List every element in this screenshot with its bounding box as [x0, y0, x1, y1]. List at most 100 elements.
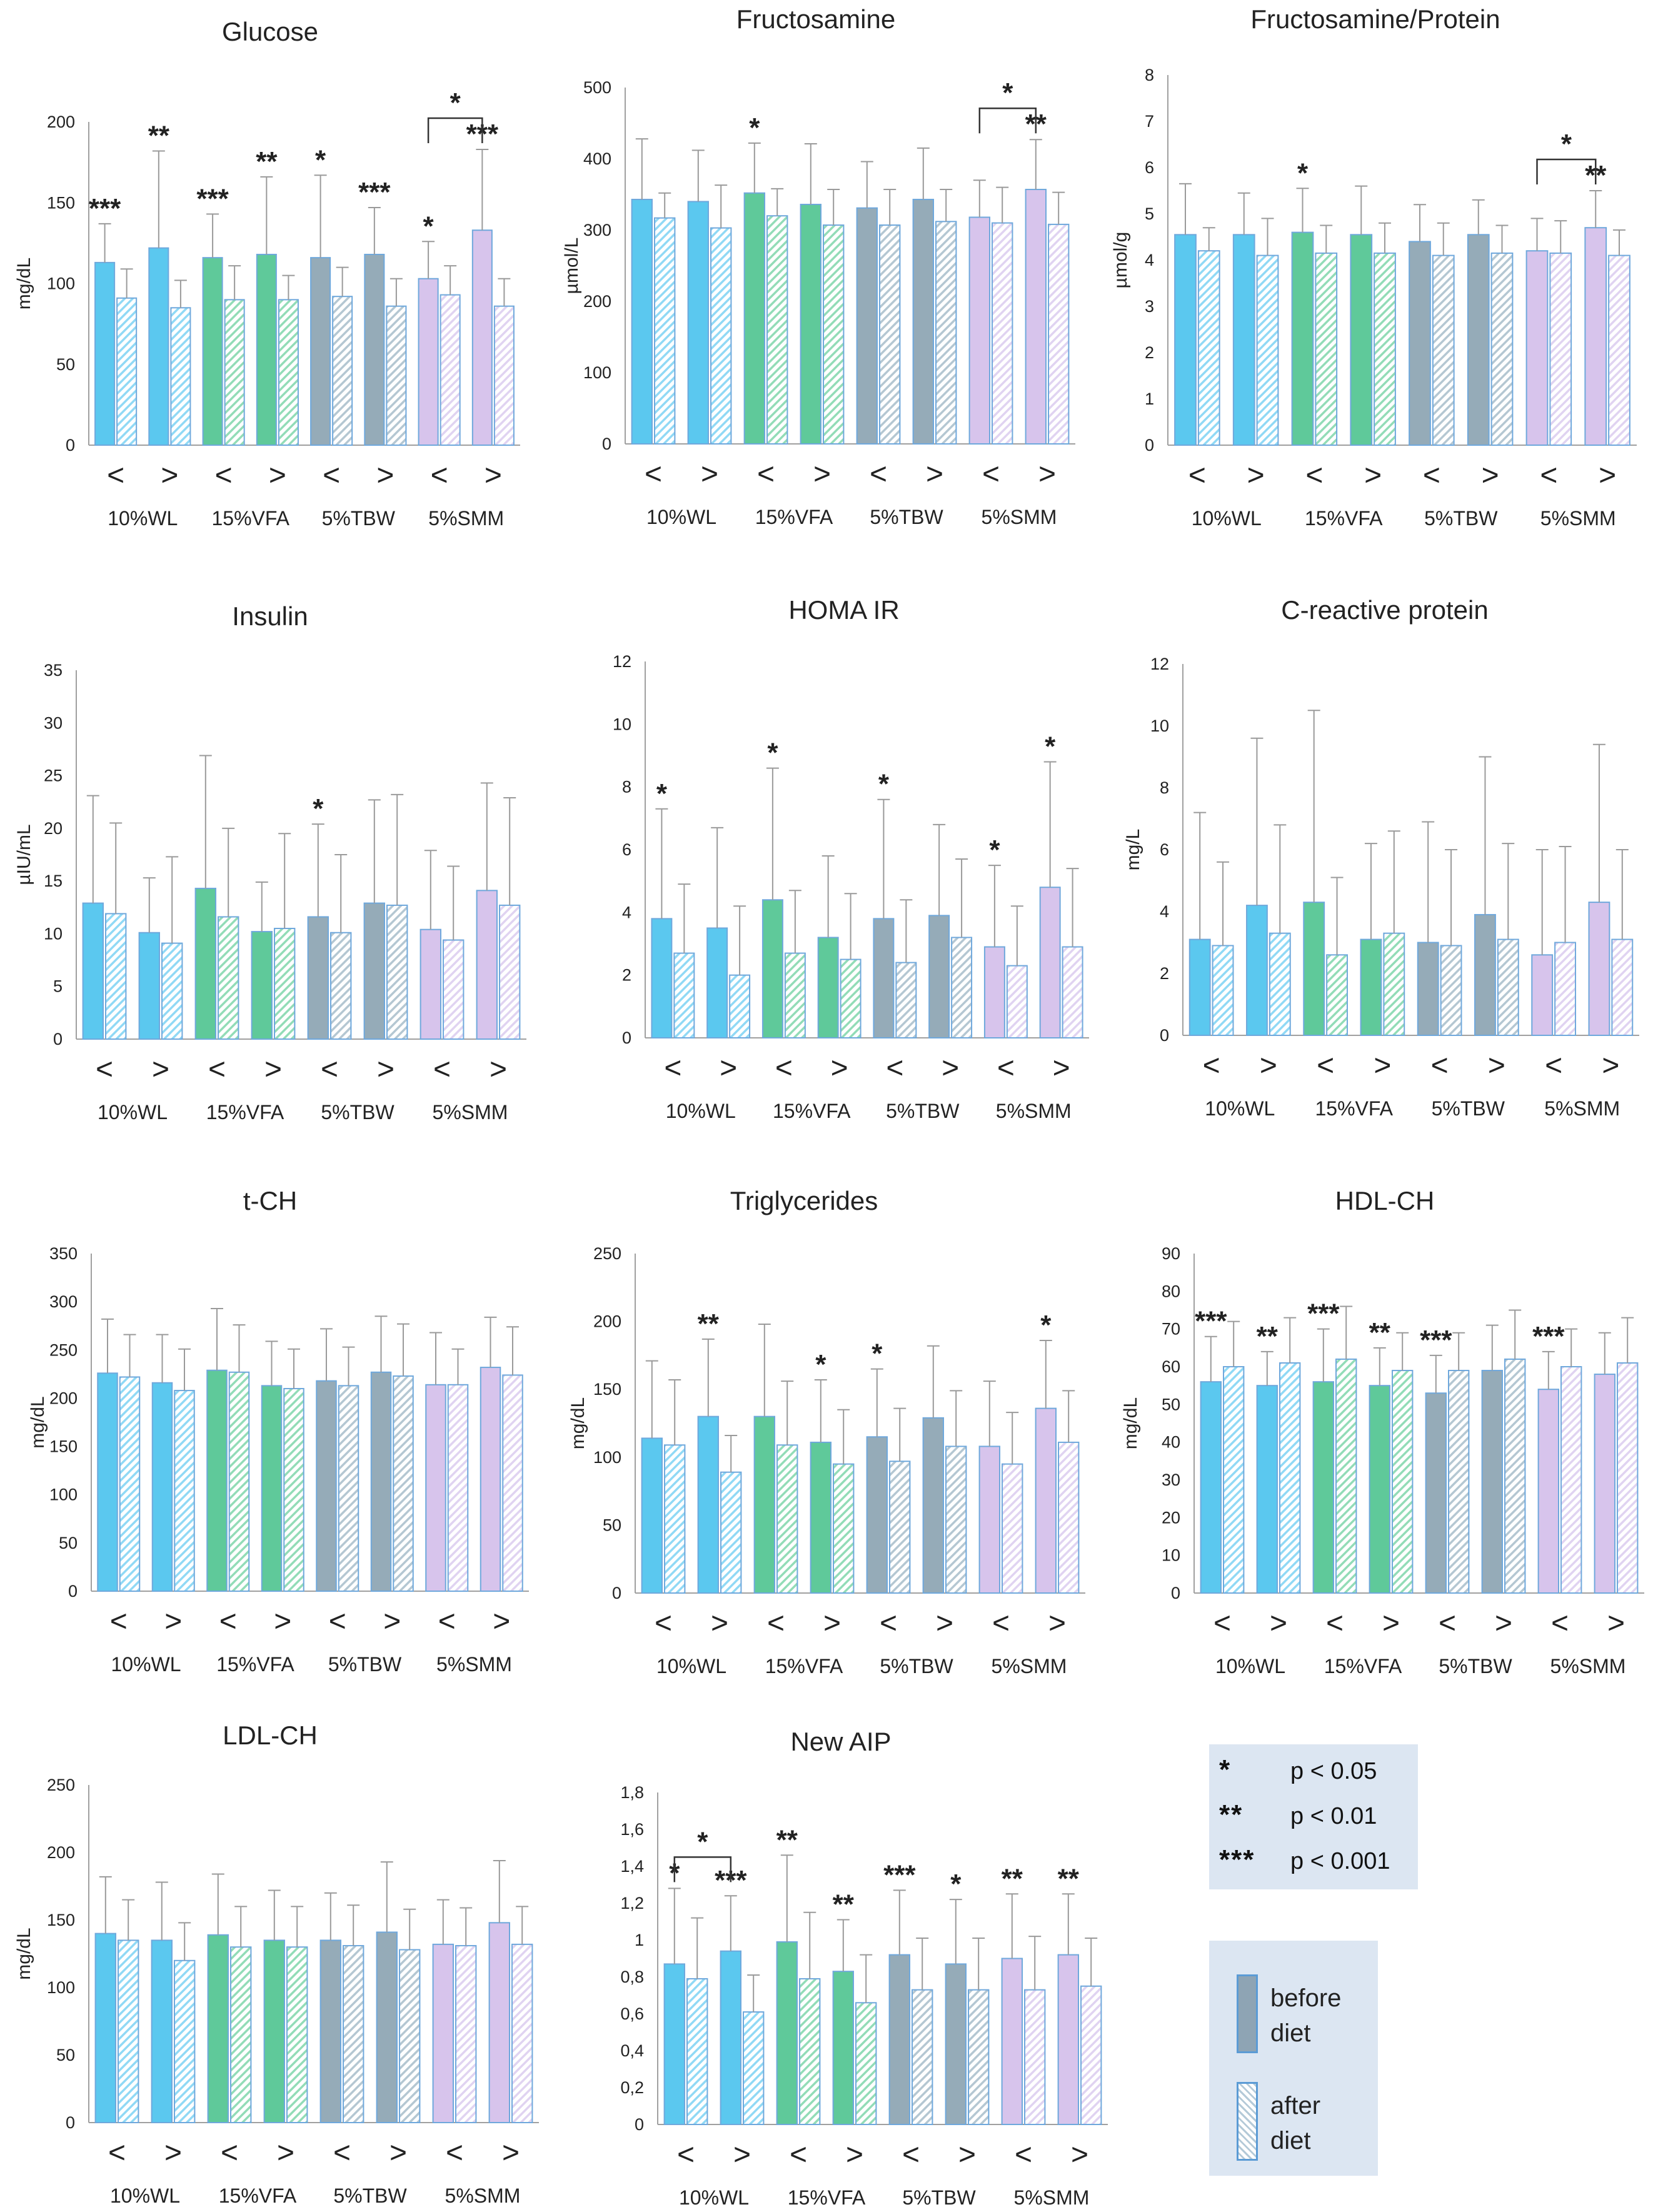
x-group-label: 10%WL: [679, 2186, 749, 2209]
diet-legend-before: before diet: [1209, 1974, 1378, 2074]
bar-after-diet: [895, 962, 917, 1038]
bar-after-diet: [673, 952, 695, 1039]
y-tick-label: 150: [49, 1437, 78, 1456]
significance-marker: *: [815, 1349, 826, 1380]
y-tick-label: 80: [1162, 1282, 1180, 1300]
bar-before-diet: [420, 928, 441, 1040]
bar-after-diet: [447, 1384, 469, 1592]
bar-after-diet: [119, 1376, 141, 1592]
x-subcategory-label: <: [982, 458, 1000, 491]
bar-after-diet: [1611, 938, 1634, 1037]
bracket-significance-marker: *: [1002, 78, 1013, 108]
bar-after-diet: [443, 939, 465, 1040]
significance-legend-row: * p < 0.05: [1209, 1752, 1418, 1796]
bar-before-diet: [832, 1971, 854, 2125]
x-subcategory-label: <: [321, 1053, 338, 1086]
bar-before-diet: [432, 1943, 454, 2123]
after-diet-swatch: [1237, 2082, 1258, 2161]
bar-before-diet: [1232, 234, 1255, 446]
y-tick-label: 70: [1162, 1320, 1180, 1339]
y-tick-label: 20: [44, 819, 63, 838]
bar-before-diet: [138, 932, 161, 1040]
y-tick-label: 200: [583, 292, 611, 311]
bar-before-diet: [256, 253, 277, 446]
x-subcategory-label: >: [164, 2136, 182, 2169]
bar-before-diet: [1256, 1385, 1278, 1594]
y-tick-label: 4: [622, 903, 631, 922]
x-subcategory-label: >: [277, 2136, 294, 2169]
x-subcategory-label: <: [329, 1605, 346, 1638]
x-group-label: 5%TBW: [322, 507, 396, 530]
significance-stars: **: [1219, 1799, 1244, 1830]
bar-after-diet: [1269, 932, 1291, 1037]
x-group-label: 10%WL: [666, 1100, 736, 1122]
y-tick-label: 1,6: [620, 1820, 644, 1839]
bracket-significance-marker: *: [450, 88, 461, 118]
bar-before-diet: [363, 902, 385, 1040]
x-subcategory-label: >: [1382, 1607, 1400, 1640]
x-subcategory-label: <: [107, 459, 124, 492]
chart-title: C-reactive protein: [1281, 595, 1488, 625]
x-subcategory-label: >: [1270, 1607, 1287, 1640]
y-tick-label: 60: [1162, 1357, 1180, 1376]
bar-after-diet: [1326, 954, 1348, 1037]
bar-after-diet: [1490, 252, 1514, 446]
x-subcategory-label: >: [1602, 1049, 1619, 1082]
x-subcategory-label: >: [1048, 1607, 1066, 1640]
bar-after-diet: [1335, 1358, 1357, 1594]
bar-before-diet: [202, 257, 223, 446]
bar-before-diet: [978, 1445, 1000, 1594]
bar-before-diet: [1531, 954, 1554, 1037]
x-group-label: 5%SMM: [1540, 507, 1616, 530]
y-tick-label: 2: [622, 966, 631, 985]
bar-after-diet: [174, 1959, 196, 2124]
y-tick-label: 7: [1145, 112, 1154, 131]
y-tick-label: 6: [1160, 840, 1169, 859]
significance-marker: **: [698, 1309, 720, 1339]
bar-after-diet: [823, 224, 845, 445]
y-tick-label: 0,6: [620, 2004, 644, 2023]
y-tick-label: 12: [1150, 655, 1169, 673]
x-subcategory-label: <: [1551, 1607, 1569, 1640]
significance-text: p < 0.01: [1290, 1803, 1377, 1829]
y-axis-label: µmol/g: [1110, 232, 1131, 289]
x-subcategory-label: >: [942, 1052, 959, 1085]
x-subcategory-label: <: [446, 2136, 463, 2169]
bar-before-diet: [1303, 902, 1325, 1037]
y-tick-label: 50: [56, 2046, 75, 2064]
bar-before-diet: [888, 1954, 910, 2126]
x-group-label: 10%WL: [111, 1653, 181, 1676]
x-subcategory-label: >: [1364, 459, 1382, 492]
x-subcategory-label: >: [376, 459, 394, 492]
significance-legend: * p < 0.05 ** p < 0.01 *** p < 0.001: [1209, 1744, 1418, 1889]
x-subcategory-label: >: [733, 2138, 751, 2171]
bar-after-diet: [118, 1939, 139, 2123]
x-group-label: 15%VFA: [216, 1653, 294, 1676]
x-group-label: 15%VFA: [206, 1101, 284, 1124]
x-subcategory-label: >: [1482, 459, 1499, 492]
y-axis-label: mg/dL: [14, 258, 34, 309]
x-subcategory-label: <: [208, 1053, 226, 1086]
bar-after-diet: [1383, 932, 1405, 1037]
bar-after-diet: [1062, 946, 1083, 1039]
significance-marker: *: [878, 769, 890, 800]
y-tick-label: 15: [44, 872, 63, 890]
bar-after-diet: [386, 305, 407, 446]
bar-before-diet: [753, 1415, 775, 1594]
x-group-label: 5%SMM: [445, 2184, 521, 2207]
bar-before-diet: [263, 1939, 286, 2123]
significance-marker: **: [776, 1824, 798, 1855]
significance-marker: ***: [1195, 1306, 1227, 1337]
y-tick-label: 1,8: [620, 1783, 644, 1802]
bar-after-diet: [992, 222, 1013, 445]
bar-before-diet: [1537, 1389, 1560, 1594]
x-subcategory-label: <: [323, 459, 340, 492]
x-subcategory-label: >: [831, 1052, 848, 1085]
y-tick-label: 100: [49, 1486, 78, 1504]
bar-after-diet: [332, 296, 353, 446]
bar-before-diet: [743, 192, 765, 445]
x-subcategory-label: >: [1607, 1607, 1625, 1640]
x-subcategory-label: <: [1317, 1049, 1334, 1082]
y-tick-label: 250: [593, 1244, 621, 1263]
bar-before-diet: [1188, 938, 1211, 1037]
